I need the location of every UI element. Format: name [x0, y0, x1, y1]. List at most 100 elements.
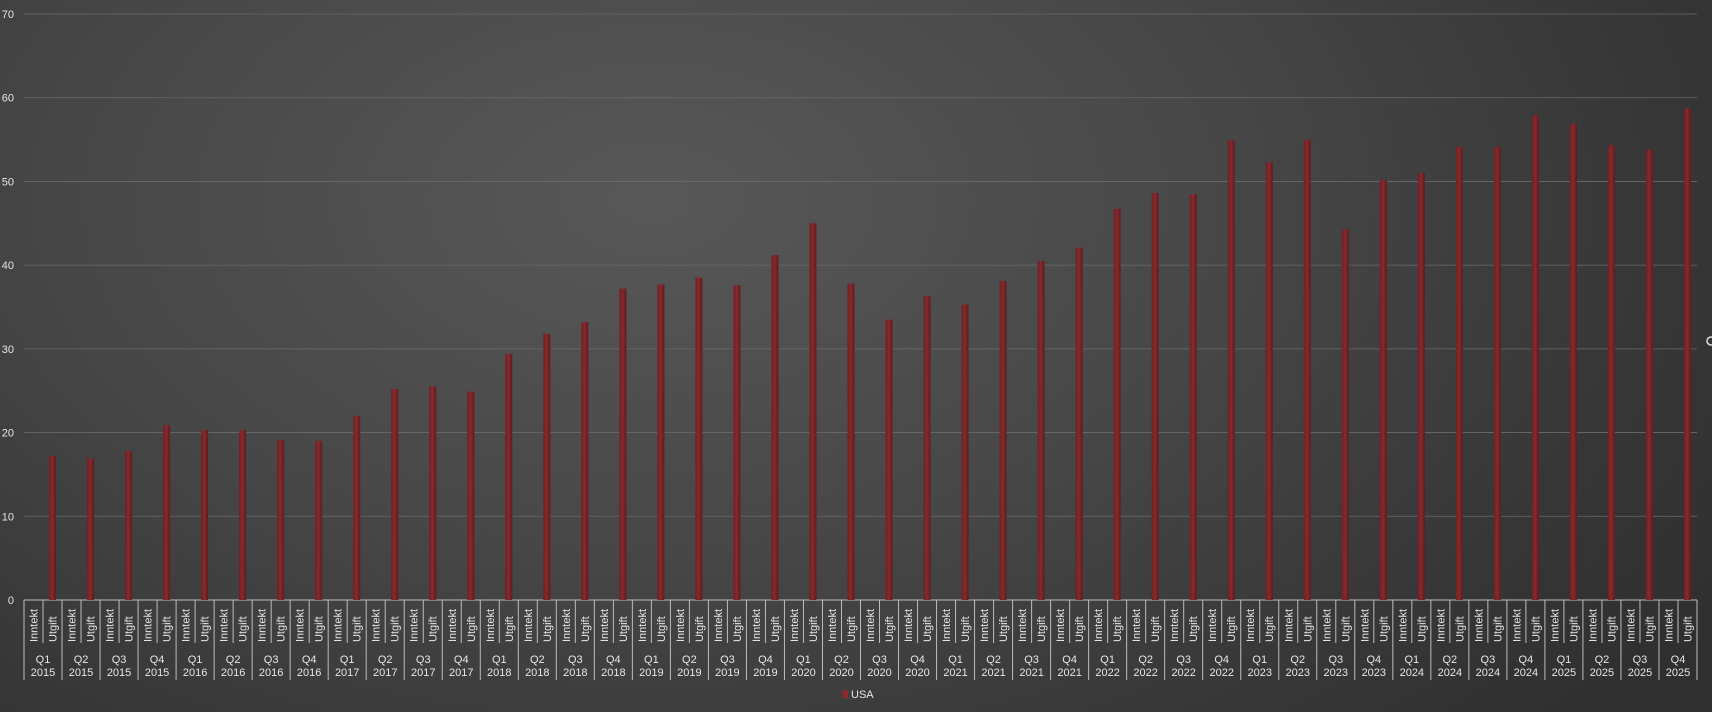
bar	[847, 283, 855, 600]
year-label: 2016	[183, 667, 207, 679]
quarter-label: Q2	[834, 654, 849, 666]
bar	[49, 456, 57, 600]
subcategory-label: Utgift	[656, 616, 668, 642]
year-label: 2017	[335, 667, 359, 679]
quarter-label: Q2	[1595, 654, 1610, 666]
subcategory-label: Utgift	[922, 616, 934, 642]
bar	[163, 425, 171, 600]
subcategory-label: Utgift	[618, 616, 630, 642]
quarter-label: Q1	[644, 654, 659, 666]
quarter-label: Q4	[1062, 654, 1077, 666]
subcategory-label: Inntekt	[29, 609, 41, 642]
subcategory-label: Utgift	[276, 616, 288, 642]
y-tick-label: 40	[2, 260, 14, 272]
year-label: 2022	[1171, 667, 1195, 679]
subcategory-label: Inntekt	[523, 609, 535, 642]
subcategory-label: Inntekt	[675, 609, 687, 642]
subcategory-label: Inntekt	[1473, 609, 1485, 642]
year-label: 2017	[373, 667, 397, 679]
subcategory-label: Utgift	[846, 616, 858, 642]
subcategory-label: Utgift	[1226, 616, 1238, 642]
year-label: 2021	[1057, 667, 1081, 679]
subcategory-label: Inntekt	[1017, 609, 1029, 642]
bar	[619, 288, 627, 600]
year-label: 2018	[601, 667, 625, 679]
subcategory-label: Utgift	[1036, 616, 1048, 642]
quarter-label: Q1	[796, 654, 811, 666]
subcategory-label: Inntekt	[257, 609, 269, 642]
quarter-label: Q2	[74, 654, 89, 666]
subcategory-label: Inntekt	[409, 609, 421, 642]
bar	[1113, 209, 1121, 600]
bar	[1265, 162, 1273, 600]
subcategory-label: Utgift	[542, 616, 554, 642]
quarter-label: Q1	[36, 654, 51, 666]
y-tick-label: 70	[2, 9, 14, 21]
year-label: 2022	[1095, 667, 1119, 679]
bar	[1075, 247, 1083, 600]
year-label: 2021	[943, 667, 967, 679]
year-label: 2025	[1590, 667, 1614, 679]
bar	[961, 304, 969, 600]
quarter-label: Q2	[378, 654, 393, 666]
year-label: 2015	[31, 667, 55, 679]
bar	[809, 223, 817, 601]
bar	[429, 386, 437, 600]
quarter-label: Q1	[188, 654, 203, 666]
subcategory-label: Utgift	[1416, 616, 1428, 642]
subcategory-label: Inntekt	[827, 609, 839, 642]
bar	[581, 322, 589, 600]
bar	[999, 281, 1007, 600]
subcategory-label: Inntekt	[1359, 609, 1371, 642]
bar	[87, 458, 95, 600]
y-tick-label: 10	[2, 511, 14, 523]
subcategory-label: Utgift	[466, 616, 478, 642]
subcategory-label: Inntekt	[485, 609, 497, 642]
subcategory-label: Utgift	[162, 616, 174, 642]
year-label: 2016	[259, 667, 283, 679]
quarter-label: Q2	[226, 654, 241, 666]
subcategory-label: Inntekt	[219, 609, 231, 642]
subcategory-label: Inntekt	[789, 609, 801, 642]
quarter-label: Q2	[986, 654, 1001, 666]
year-label: 2019	[753, 667, 777, 679]
subcategory-label: Utgift	[1150, 616, 1162, 642]
year-label: 2022	[1209, 667, 1233, 679]
bar	[657, 284, 665, 600]
bar	[885, 319, 893, 600]
quarter-label: Q2	[1138, 654, 1153, 666]
legend-swatch	[842, 690, 848, 698]
subcategory-label: Inntekt	[333, 609, 345, 642]
year-label: 2025	[1552, 667, 1576, 679]
y-tick-label: 20	[2, 428, 14, 440]
quarter-label: Q2	[1290, 654, 1305, 666]
subcategory-label: Utgift	[1112, 616, 1124, 642]
year-label: 2024	[1438, 667, 1462, 679]
bar	[1455, 147, 1463, 600]
year-label: 2024	[1514, 667, 1538, 679]
subcategory-label: Utgift	[1454, 616, 1466, 642]
bar	[771, 255, 779, 600]
y-tick-label: 60	[2, 93, 14, 105]
subcategory-label: Utgift	[200, 616, 212, 642]
bar	[391, 389, 399, 600]
quarter-label: Q4	[1671, 654, 1686, 666]
subcategory-label: Inntekt	[1055, 609, 1067, 642]
subcategory-label: Utgift	[504, 616, 516, 642]
year-label: 2019	[715, 667, 739, 679]
bar	[467, 391, 475, 600]
subcategory-label: Inntekt	[1587, 609, 1599, 642]
bar	[1341, 229, 1349, 600]
year-label: 2023	[1247, 667, 1271, 679]
subcategory-label: Inntekt	[143, 609, 155, 642]
subcategory-label: Utgift	[1568, 616, 1580, 642]
bar	[201, 430, 209, 600]
bar	[733, 285, 741, 600]
year-label: 2017	[449, 667, 473, 679]
quarter-label: Q1	[1252, 654, 1267, 666]
subcategory-label: Inntekt	[1093, 609, 1105, 642]
bar	[1227, 140, 1235, 600]
y-tick-label: 0	[8, 595, 14, 607]
subcategory-label: Inntekt	[561, 609, 573, 642]
